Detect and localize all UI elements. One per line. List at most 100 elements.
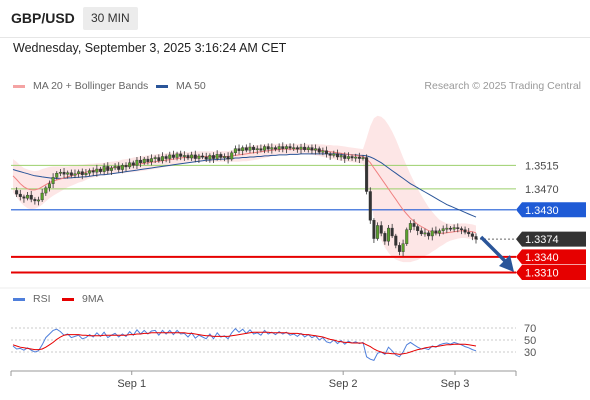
level-tag-box-1.3310 bbox=[516, 265, 586, 281]
ma20-swatch bbox=[13, 84, 25, 88]
legend-rsi-label: RSI bbox=[33, 293, 51, 305]
candle-body bbox=[434, 230, 438, 234]
candle-body bbox=[288, 146, 292, 149]
candle-body bbox=[18, 193, 22, 197]
candle-body bbox=[150, 158, 154, 162]
candle-body bbox=[255, 148, 259, 151]
candle-body bbox=[438, 230, 442, 234]
bollinger-band-area bbox=[13, 115, 476, 263]
candle-body bbox=[463, 229, 467, 233]
candle-body bbox=[397, 245, 401, 252]
ma50-line bbox=[12, 153, 477, 218]
candle-body bbox=[193, 154, 197, 159]
candle-body bbox=[29, 194, 33, 200]
candle-body bbox=[303, 146, 307, 150]
candle-body bbox=[248, 146, 252, 151]
candle-body bbox=[62, 171, 66, 175]
candle-body bbox=[164, 156, 168, 159]
candle-body bbox=[379, 225, 383, 234]
bollinger-bands bbox=[13, 115, 476, 263]
candle-body bbox=[273, 147, 277, 150]
level-tag-box-1.3340 bbox=[516, 249, 586, 265]
x-axis-label: Sep 1 bbox=[117, 378, 146, 390]
candle-body bbox=[372, 220, 376, 239]
candle-body bbox=[357, 156, 361, 159]
candle-body bbox=[175, 153, 179, 158]
candle-body bbox=[456, 227, 460, 229]
candle-body bbox=[179, 153, 183, 157]
candle-body bbox=[58, 171, 62, 174]
candle-body bbox=[423, 232, 427, 235]
candle-body bbox=[157, 157, 161, 161]
candle-body bbox=[77, 171, 81, 174]
candle-body bbox=[445, 227, 449, 230]
candle-body bbox=[383, 233, 387, 242]
candle-body bbox=[259, 148, 263, 151]
legend-ma9-label: 9MA bbox=[82, 293, 104, 305]
x-axis: Sep 1 Sep 2 Sep 3 bbox=[10, 370, 517, 390]
candles bbox=[15, 142, 478, 257]
legend-ma50-label: MA 50 bbox=[176, 80, 206, 92]
candle-body bbox=[237, 148, 241, 151]
candle-body bbox=[284, 146, 288, 149]
candle-body bbox=[448, 227, 452, 230]
candle-body bbox=[84, 172, 88, 175]
candle-body bbox=[467, 232, 471, 235]
candle-body bbox=[343, 155, 347, 159]
ma9-swatch bbox=[62, 297, 74, 301]
candle-body bbox=[222, 156, 226, 158]
candle-body bbox=[328, 153, 332, 156]
rsi-swatch bbox=[13, 297, 25, 301]
candle-body bbox=[22, 196, 26, 199]
candle-body bbox=[230, 152, 234, 160]
legend-ma50: MA 50 bbox=[156, 80, 206, 92]
candle-body bbox=[376, 225, 380, 239]
candle-body bbox=[299, 146, 303, 150]
candle-body bbox=[69, 172, 73, 176]
candle-body bbox=[66, 172, 70, 175]
candle-body bbox=[160, 156, 164, 161]
candle-body bbox=[171, 154, 175, 158]
candle-body bbox=[459, 228, 463, 231]
level-tag-box-1.3430 bbox=[516, 202, 586, 218]
candle-body bbox=[394, 235, 398, 246]
candle-body bbox=[281, 146, 285, 149]
candle-body bbox=[405, 229, 409, 244]
candle-body bbox=[306, 147, 310, 150]
candle-body bbox=[310, 147, 314, 151]
candle-body bbox=[430, 230, 434, 237]
candle-body bbox=[241, 147, 245, 151]
candle-body bbox=[452, 227, 456, 230]
candle-body bbox=[427, 232, 431, 237]
level-tag-box-1.3374 bbox=[516, 231, 586, 247]
candle-body bbox=[44, 187, 48, 194]
credit-text: Research © 2025 Trading Central bbox=[424, 80, 581, 92]
level-lines bbox=[11, 164, 516, 274]
candle-body bbox=[146, 158, 150, 162]
candle-body bbox=[390, 227, 394, 237]
rsi-level-label: 30 bbox=[524, 347, 536, 359]
candle-body bbox=[266, 146, 270, 150]
candle-body bbox=[47, 183, 51, 189]
header-bar: GBP/USD 30 MIN bbox=[0, 0, 590, 38]
candle-body bbox=[124, 165, 128, 168]
datetime-label: Wednesday, September 3, 2025 3:16:24 AM … bbox=[13, 41, 287, 55]
legend-ma9: 9MA bbox=[62, 293, 104, 305]
timeframe-button[interactable]: 30 MIN bbox=[83, 7, 138, 30]
candle-body bbox=[153, 157, 157, 159]
candle-body bbox=[51, 177, 55, 184]
forecast-arrow-head bbox=[499, 255, 514, 272]
rsi-level-label: 50 bbox=[524, 335, 536, 347]
candle-body bbox=[186, 155, 190, 159]
candle-body bbox=[408, 223, 412, 230]
ma50-swatch bbox=[156, 84, 168, 88]
candle-body bbox=[91, 170, 95, 173]
candle-body bbox=[252, 146, 256, 150]
candle-body bbox=[26, 194, 30, 199]
candle-body bbox=[295, 147, 299, 150]
candle-body bbox=[95, 168, 99, 173]
candle-body bbox=[233, 148, 237, 154]
forecast-arrow bbox=[479, 235, 514, 272]
